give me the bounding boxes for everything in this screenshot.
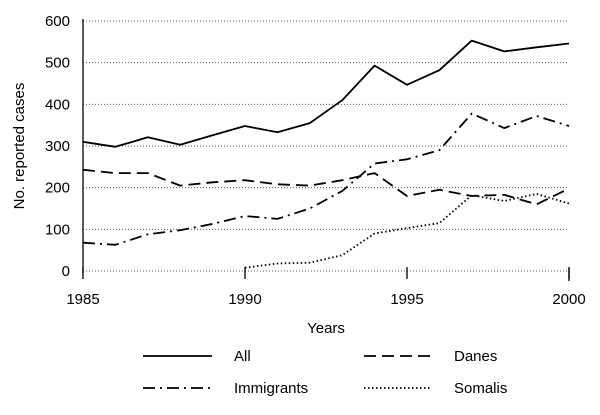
legend-label-somalis: Somalis bbox=[454, 380, 507, 397]
y-tick-label: 0 bbox=[62, 263, 70, 280]
y-tick-label: 400 bbox=[45, 96, 70, 113]
legend-label-all: All bbox=[234, 348, 251, 365]
legend-label-danes: Danes bbox=[454, 348, 497, 365]
legend-label-immigrants: Immigrants bbox=[234, 380, 308, 397]
series-line-immigrants bbox=[82, 112, 570, 246]
legend: All Danes Immigrants Somalis bbox=[143, 348, 507, 397]
y-tick-label: 500 bbox=[45, 55, 70, 72]
series-line-danes bbox=[82, 168, 570, 206]
y-tick-label: 100 bbox=[45, 221, 70, 238]
x-tick-label: 1985 bbox=[66, 291, 99, 308]
series-line-somalis bbox=[244, 192, 570, 269]
x-tick-label: 1995 bbox=[390, 291, 423, 308]
series-lines bbox=[82, 39, 570, 269]
y-tick-label: 200 bbox=[45, 180, 70, 197]
x-axis-label: Years bbox=[307, 320, 345, 337]
grid-lines bbox=[82, 19, 570, 281]
y-axis-ticks: 0 100 200 300 400 500 600 bbox=[45, 13, 70, 280]
x-axis-ticks: 1985 1990 1995 2000 bbox=[66, 267, 586, 308]
y-tick-label: 600 bbox=[45, 13, 70, 30]
y-axis-label: No. reported cases bbox=[11, 83, 28, 210]
x-tick-label: 2000 bbox=[552, 291, 585, 308]
series-line-all bbox=[82, 39, 570, 148]
y-tick-label: 300 bbox=[45, 138, 70, 155]
x-tick-label: 1990 bbox=[228, 291, 261, 308]
